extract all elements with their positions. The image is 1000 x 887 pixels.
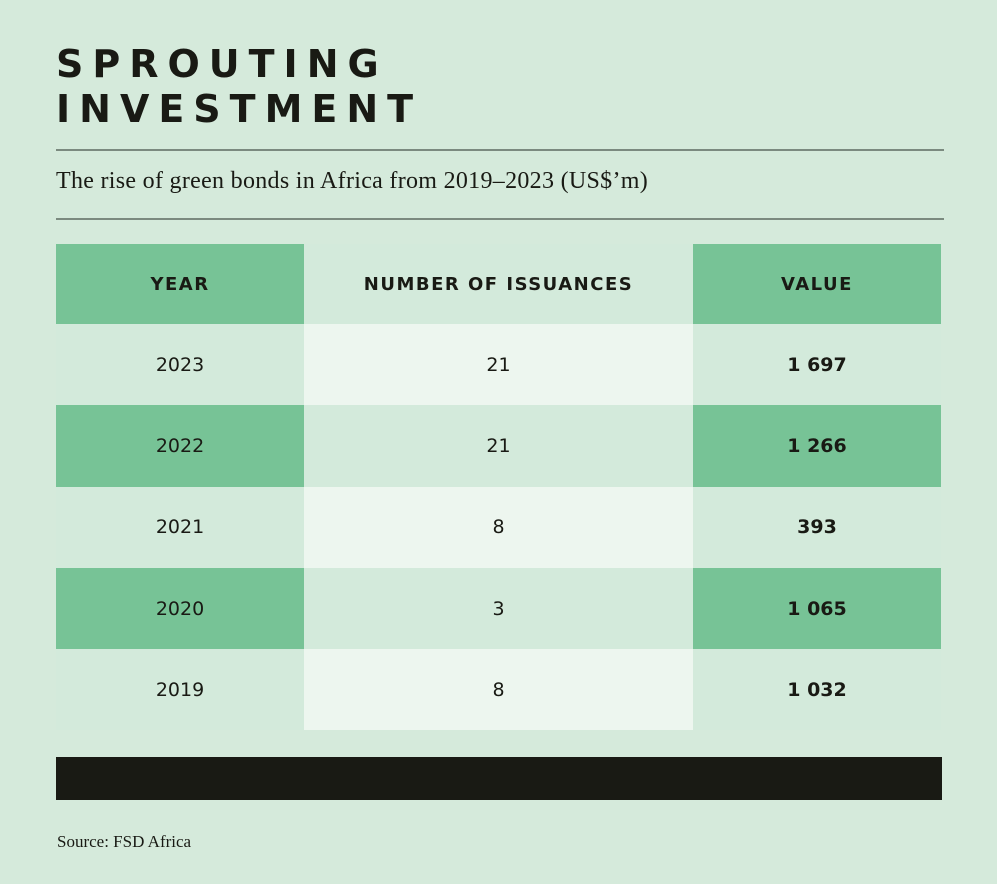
- cell-issuances: 8: [304, 486, 693, 568]
- cell-value: 393: [693, 486, 941, 568]
- title-line-2: INVESTMENT: [56, 87, 423, 131]
- top-divider: [56, 149, 944, 151]
- cell-year: 2022: [56, 405, 304, 487]
- column-header-year: YEAR: [56, 244, 304, 324]
- footer-bar: [56, 757, 942, 800]
- table-body: 2023 21 1 697 2022 21 1 266 2021 8 393 2020 3 1 065…: [56, 324, 941, 731]
- subtitle: The rise of green bonds in Africa from 2…: [56, 168, 649, 194]
- page-title: SPROUTING INVESTMENT: [56, 42, 422, 132]
- cell-year: 2019: [56, 649, 304, 731]
- table-header-row: YEAR NUMBER OF ISSUANCES VALUE: [56, 244, 941, 324]
- cell-value: 1 266: [693, 405, 941, 487]
- column-header-issuances: NUMBER OF ISSUANCES: [304, 244, 693, 324]
- table-row: 2022 21 1 266: [56, 405, 941, 487]
- cell-year: 2023: [56, 324, 304, 406]
- cell-value: 1 697: [693, 324, 941, 406]
- cell-year: 2021: [56, 486, 304, 568]
- source-note: Source: FSD Africa: [57, 832, 192, 851]
- data-table: YEAR NUMBER OF ISSUANCES VALUE 2023 21 1 6…: [56, 244, 941, 731]
- title-line-1: SPROUTING: [56, 42, 388, 86]
- cell-issuances: 3: [304, 567, 693, 650]
- cell-issuances: 21: [304, 405, 693, 487]
- column-header-value: VALUE: [693, 244, 941, 324]
- subtitle-divider: [56, 218, 944, 220]
- cell-issuances: 21: [304, 324, 693, 406]
- cell-value: 1 032: [693, 649, 941, 731]
- table-row: 2021 8 393: [56, 486, 941, 568]
- cell-value: 1 065: [693, 567, 941, 650]
- cell-issuances: 8: [304, 649, 693, 731]
- table-row: 2023 21 1 697: [56, 324, 941, 406]
- cell-year: 2020: [56, 567, 304, 650]
- table-row: 2019 8 1 032: [56, 649, 941, 731]
- table-row: 2020 3 1 065: [56, 567, 941, 650]
